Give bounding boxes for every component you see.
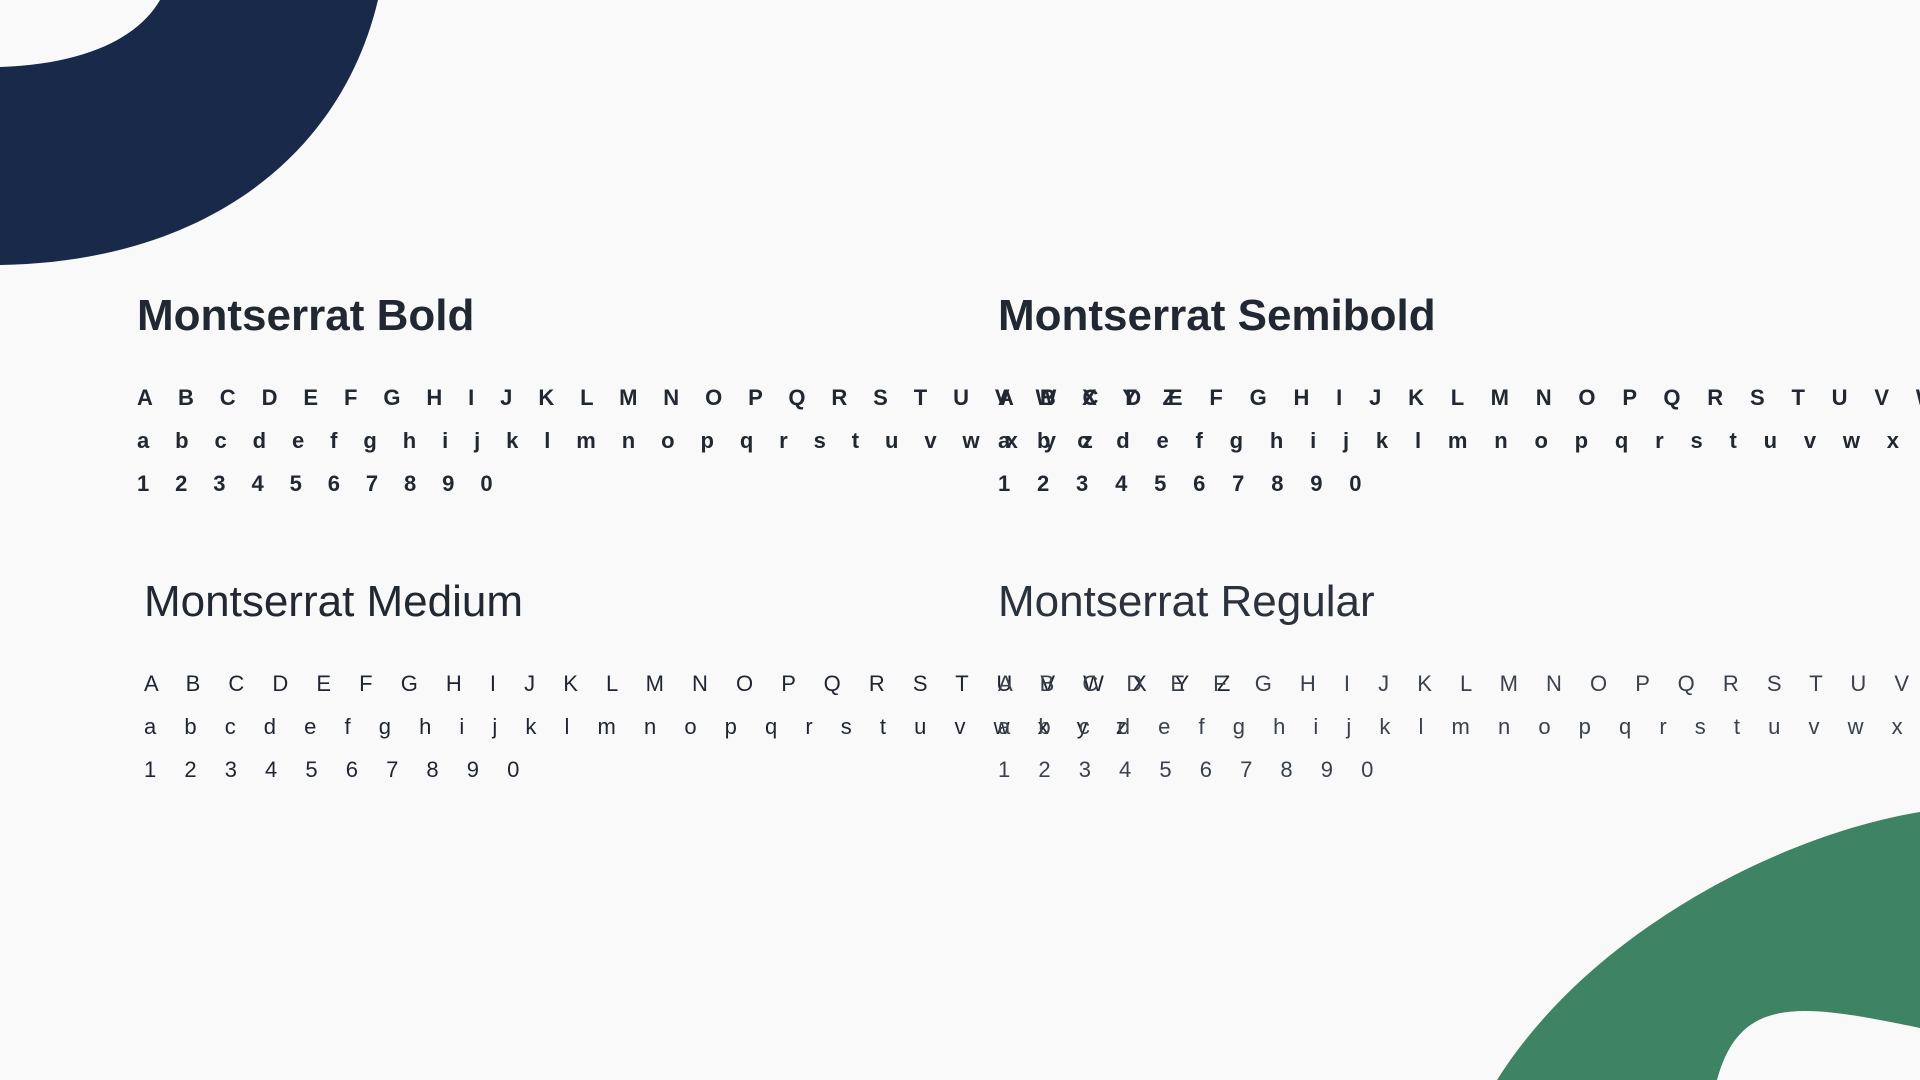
numerals-row: 1 2 3 4 5 6 7 8 9 0	[998, 471, 1372, 496]
glyph-rows: A B C D E F G H I J K L M N O P Q R S T …	[998, 387, 1920, 516]
lowercase-row: a b c d e f g h i j k l m n o p q r s t …	[137, 428, 1103, 453]
font-specimen-bold: Montserrat Bold A B C D E F G H I J K L …	[137, 294, 1186, 516]
uppercase-row: A B C D E F G H I J K L M N O P Q R S T …	[144, 671, 1242, 696]
font-title: Montserrat Regular	[998, 577, 1375, 626]
font-title: Montserrat Medium	[144, 577, 524, 626]
lowercase-row: a b c d e f g h i j k l m n o p q r s t …	[998, 428, 1920, 453]
font-title: Montserrat Bold	[137, 291, 475, 340]
font-specimen-regular: Montserrat Regular A B C D E F G H I J K…	[998, 580, 1920, 802]
green-arc-shape	[1497, 812, 1920, 1080]
font-specimen-medium: Montserrat Medium A B C D E F G H I J K …	[144, 580, 1241, 802]
glyph-rows: A B C D E F G H I J K L M N O P Q R S T …	[998, 673, 1920, 802]
navy-arc-shape	[0, 0, 378, 265]
font-specimen-semibold: Montserrat Semibold A B C D E F G H I J …	[998, 294, 1920, 516]
numerals-row: 1 2 3 4 5 6 7 8 9 0	[998, 757, 1385, 782]
uppercase-row: A B C D E F G H I J K L M N O P Q R S T …	[998, 385, 1920, 410]
uppercase-row: A B C D E F G H I J K L M N O P Q R S T …	[137, 385, 1186, 410]
lowercase-row: a b c d e f g h i j k l m n o p q r s t …	[144, 714, 1138, 739]
font-title: Montserrat Semibold	[998, 291, 1436, 340]
glyph-rows: A B C D E F G H I J K L M N O P Q R S T …	[137, 387, 1186, 516]
lowercase-row: a b c d e f g h i j k l m n o p q r s t …	[998, 714, 1920, 739]
numerals-row: 1 2 3 4 5 6 7 8 9 0	[137, 471, 503, 496]
numerals-row: 1 2 3 4 5 6 7 8 9 0	[144, 757, 531, 782]
glyph-rows: A B C D E F G H I J K L M N O P Q R S T …	[144, 673, 1241, 802]
uppercase-row: A B C D E F G H I J K L M N O P Q R S T …	[998, 671, 1920, 696]
